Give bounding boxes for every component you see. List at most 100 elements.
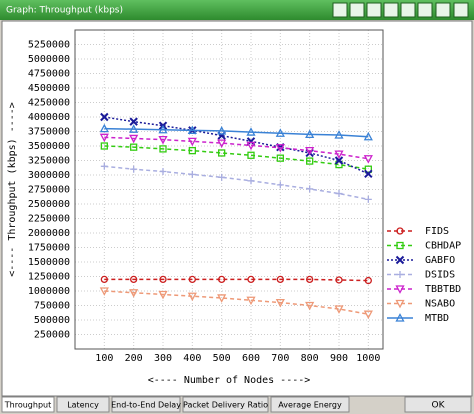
tab-label[interactable]: Throughput <box>4 401 51 410</box>
series-line <box>104 278 369 282</box>
legend-label: TBBTBD <box>425 284 461 295</box>
x-tick-label: 700 <box>271 353 289 364</box>
legend-marker <box>396 241 404 250</box>
x-tick-label: 100 <box>95 353 113 364</box>
legend-marker <box>396 227 404 235</box>
marker <box>364 195 372 203</box>
series-line <box>104 290 369 315</box>
series-line <box>104 116 369 175</box>
marker <box>275 298 285 308</box>
y-tick-label: 4250000 <box>28 98 70 109</box>
y-tick-label: 4500000 <box>28 83 70 94</box>
marker <box>217 139 227 148</box>
tab[interactable] <box>270 396 350 413</box>
marker <box>217 131 226 140</box>
marker <box>334 130 344 139</box>
marker <box>335 276 343 284</box>
x-tick-label: 1000 <box>356 353 380 364</box>
chart-panel <box>1 20 473 397</box>
series-line <box>104 145 369 170</box>
tab-label[interactable]: Average Energy <box>278 401 342 410</box>
marker <box>246 296 256 306</box>
marker <box>364 169 373 179</box>
legend-label: MTBD <box>425 313 449 324</box>
marker <box>158 124 168 134</box>
plot-frame <box>74 29 384 350</box>
marker <box>99 123 109 133</box>
marker <box>187 137 197 147</box>
marker <box>246 141 256 151</box>
marker <box>334 156 344 165</box>
tab-label[interactable]: End-to-End Delay <box>111 401 181 410</box>
window-title: Graph: Throughput (kbps) <box>6 6 123 16</box>
x-tick-label: 300 <box>154 353 172 364</box>
ok-label[interactable]: OK <box>432 401 446 411</box>
y-tick-label: 4750000 <box>28 69 70 80</box>
marker <box>305 129 315 139</box>
marker <box>217 126 227 135</box>
x-tick-label: 200 <box>125 353 143 364</box>
marker <box>130 143 138 151</box>
tab[interactable] <box>56 396 110 413</box>
marker <box>247 177 255 185</box>
tab-bar: Throughput Latency End-to-End Delay Packet … <box>1 396 472 413</box>
y-tick-label: 2250000 <box>28 214 70 225</box>
marker <box>188 170 196 178</box>
legend-label: CBHDAP <box>425 241 461 252</box>
y-tick-label: 1000000 <box>28 286 70 297</box>
series-line <box>104 165 369 201</box>
y-tick-label: 3500000 <box>28 141 70 152</box>
y-tick-label: 1750000 <box>28 243 70 254</box>
marker <box>218 275 226 284</box>
legend-marker <box>395 313 405 322</box>
tab[interactable] <box>182 396 269 413</box>
marker <box>130 165 138 173</box>
series-line <box>104 127 369 138</box>
marker <box>275 144 285 153</box>
y-tick-label: 5250000 <box>28 40 70 51</box>
marker <box>247 151 255 159</box>
marker <box>129 134 139 144</box>
marker <box>99 133 109 143</box>
tab-label[interactable]: Packet Delivery Ratio <box>183 401 268 410</box>
marker <box>188 275 196 284</box>
marker <box>306 185 314 193</box>
marker <box>305 146 315 156</box>
tab[interactable] <box>1 396 55 413</box>
marker <box>364 165 372 173</box>
marker <box>246 127 256 136</box>
marker <box>218 149 226 157</box>
legend-label: FIDS <box>425 226 449 237</box>
ok-button[interactable] <box>404 396 472 413</box>
marker <box>99 287 109 296</box>
marker <box>305 301 315 311</box>
tab[interactable] <box>111 396 181 413</box>
marker <box>100 112 109 122</box>
marker <box>334 150 344 159</box>
marker <box>217 294 227 303</box>
marker <box>276 181 284 189</box>
y-tick-label: 4000000 <box>28 112 70 123</box>
y-tick-label: 1250000 <box>28 272 70 283</box>
y-tick-label: 5000000 <box>28 54 70 65</box>
x-tick-label: 600 <box>242 353 260 364</box>
marker <box>188 146 196 155</box>
marker <box>276 275 284 284</box>
tab-label[interactable]: Latency <box>67 401 99 410</box>
legend-label: DSIDS <box>425 270 455 281</box>
marker <box>129 289 139 298</box>
window-buttons[interactable] <box>332 2 469 18</box>
marker <box>187 125 197 134</box>
y-tick-label: 2750000 <box>28 185 70 196</box>
legend-label: NSABO <box>425 299 455 310</box>
y-tick-label: 2000000 <box>28 228 70 239</box>
legend-marker <box>396 271 404 278</box>
marker <box>334 305 344 314</box>
y-tick-label: 750000 <box>34 301 70 312</box>
x-tick-label: 400 <box>183 353 201 364</box>
marker <box>364 276 372 285</box>
plot: 250000 500000 750000 1000000 1250000 1500000 1… <box>7 30 461 386</box>
x-tick-label: 900 <box>330 353 348 364</box>
legend-marker <box>395 285 405 294</box>
